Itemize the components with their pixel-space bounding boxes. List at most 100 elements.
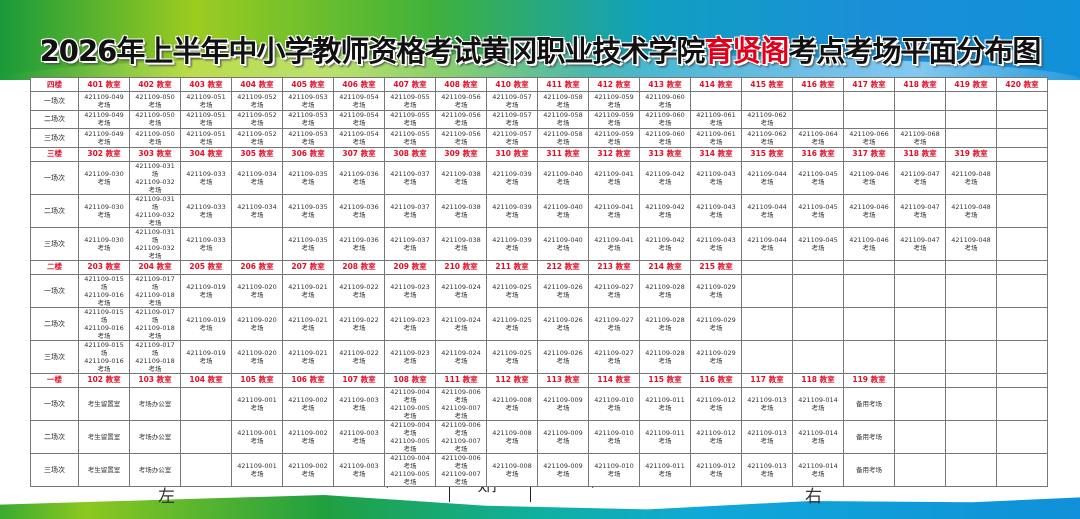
room-header: 410 教室 xyxy=(486,77,538,92)
exam-room-cell: 421109-060 考场 xyxy=(639,109,691,129)
exam-room-cell: 421109-001 考场 xyxy=(231,386,283,421)
session-row: 二场次 421109-049 考场 421109-050 考场 421109-051 … xyxy=(30,109,1048,129)
exam-room-cell: 421109-041 考场 xyxy=(588,160,640,195)
main-gate-label: 大门 xyxy=(478,484,497,494)
exam-room-cell: 421109-068 考场 xyxy=(894,128,946,148)
room-header: 303 教室 xyxy=(129,146,181,162)
exam-room-cell: 421109-019 考场 xyxy=(180,339,232,374)
floor-header-row: 三楼 302 教室 303 教室 304 教室 305 教室 306 教室 307 教室 30… xyxy=(30,146,1048,162)
exam-room-cell xyxy=(996,386,1048,421)
session-label: 一场次 xyxy=(30,160,79,195)
exam-room-cell: 421109-026 考场 xyxy=(537,339,589,374)
room-header: 311 教室 xyxy=(537,146,589,162)
exam-room-cell: 421109-011 考场 xyxy=(639,452,691,487)
exam-room-cell: 421109-044 考场 xyxy=(741,160,793,195)
exam-room-cell: 421109-025 考场 xyxy=(486,339,538,374)
exam-room-cell: 421109-054 考场 xyxy=(333,109,385,129)
room-header xyxy=(741,259,793,275)
session-label: 二场次 xyxy=(30,306,79,341)
room-header xyxy=(792,259,844,275)
exam-room-cell: 421109-012 考场 xyxy=(690,419,742,454)
exam-room-cell: 421109-039 考场 xyxy=(486,160,538,195)
session-row: 一场次 421109-015 场 421109-016 考场 421109-017 … xyxy=(30,273,1048,308)
room-header: 108 教室 xyxy=(384,372,436,388)
room-header: 310 教室 xyxy=(486,146,538,162)
exam-room-cell: 421109-035 考场 xyxy=(282,193,334,228)
exam-room-cell xyxy=(945,452,997,487)
exam-room-cell xyxy=(996,193,1048,228)
exam-room-cell: 421109-026 考场 xyxy=(537,273,589,308)
room-header: 104 教室 xyxy=(180,372,232,388)
exam-room-cell: 421109-045 考场 xyxy=(792,226,844,261)
exam-room-cell xyxy=(180,452,232,487)
exam-room-cell: 421109-022 考场 xyxy=(333,339,385,374)
exam-room-cell xyxy=(894,109,946,129)
room-header: 212 教室 xyxy=(537,259,589,275)
exam-room-cell: 421109-056 考场 xyxy=(435,109,487,129)
room-header: 413 教室 xyxy=(639,77,691,92)
exam-room-cell: 421109-034 考场 xyxy=(231,193,283,228)
exam-room-cell xyxy=(945,91,997,111)
arrow-right-icon xyxy=(530,482,597,502)
exam-room-cell: 421109-006 考场 421109-007 考场 xyxy=(435,419,487,454)
exam-room-cell: 421109-002 考场 xyxy=(282,386,334,421)
exam-room-cell xyxy=(945,339,997,374)
exam-room-cell: 421109-002 考场 xyxy=(282,419,334,454)
exam-room-cell: 421109-003 考场 xyxy=(333,419,385,454)
exam-room-cell: 421109-023 考场 xyxy=(384,339,436,374)
exam-room-cell: 考生留置室 xyxy=(78,452,130,487)
exam-room-cell: 421109-001 考场 xyxy=(231,419,283,454)
exam-room-cell: 421109-045 考场 xyxy=(792,193,844,228)
room-header: 206 教室 xyxy=(231,259,283,275)
exam-room-cell xyxy=(690,91,742,111)
room-header: 214 教室 xyxy=(639,259,691,275)
room-header: 105 教室 xyxy=(231,372,283,388)
session-label: 一场次 xyxy=(30,386,79,421)
exam-room-cell: 备用考场 xyxy=(843,452,895,487)
exam-room-cell: 421109-008 考场 xyxy=(486,419,538,454)
exam-room-cell: 421109-015 场 421109-016 考场 xyxy=(78,306,130,341)
exam-room-cell xyxy=(996,91,1048,111)
page-title: 2026年上半年中小学教师资格考试黄冈职业技术学院育贤阁考点考场平面分布图 xyxy=(0,28,1080,70)
exam-room-cell: 421109-022 考场 xyxy=(333,306,385,341)
exam-room-cell xyxy=(792,109,844,129)
exam-room-cell: 421109-061 考场 xyxy=(690,109,742,129)
exam-room-cell: 421109-010 考场 xyxy=(588,419,640,454)
session-row: 一场次 421109-030 考场 421109-031 场 421109-032 … xyxy=(30,160,1048,195)
exam-room-cell: 421109-029 考场 xyxy=(690,273,742,308)
exam-room-cell: 421109-040 考场 xyxy=(537,193,589,228)
floor-label: 一楼 xyxy=(30,372,79,388)
room-header: 112 教室 xyxy=(486,372,538,388)
exam-room-cell: 421109-028 考场 xyxy=(639,273,691,308)
exam-room-cell: 421109-051 考场 xyxy=(180,91,232,111)
exam-room-cell: 421109-042 考场 xyxy=(639,193,691,228)
floor-label: 二楼 xyxy=(30,259,79,275)
exam-room-cell: 421109-013 考场 xyxy=(741,452,793,487)
room-header: 309 教室 xyxy=(435,146,487,162)
exam-room-cell xyxy=(945,109,997,129)
session-row: 一场次 考生留置室 考场办公室 421109-001 考场 421109-002 考场 4… xyxy=(30,386,1048,421)
room-header: 211 教室 xyxy=(486,259,538,275)
exam-room-cell xyxy=(894,306,946,341)
exam-room-cell: 421109-009 考场 xyxy=(537,419,589,454)
room-header: 318 教室 xyxy=(894,146,946,162)
exam-room-cell: 421109-036 考场 xyxy=(333,226,385,261)
exam-room-cell: 421109-045 考场 xyxy=(792,160,844,195)
room-header: 213 教室 xyxy=(588,259,640,275)
exam-room-cell: 421109-038 考场 xyxy=(435,193,487,228)
exam-room-cell: 421109-004 考场 421109-005 考场 xyxy=(384,419,436,454)
session-label: 三场次 xyxy=(30,226,79,261)
exam-room-cell: 421109-055 考场 xyxy=(384,91,436,111)
exam-room-cell: 421109-004 考场 421109-005 考场 xyxy=(384,386,436,421)
room-header: 406 教室 xyxy=(333,77,385,92)
session-row: 二场次 考生留置室 考场办公室 421109-001 考场 421109-002 考场 4… xyxy=(30,419,1048,454)
exam-room-cell: 421109-061 考场 xyxy=(690,128,742,148)
floor-header-row: 二楼 203 教室 204 教室 205 教室 206 教室 207 教室 208 教室 20… xyxy=(30,259,1048,275)
title-highlight: 育贤阁 xyxy=(704,34,789,68)
exam-room-cell: 421109-060 考场 xyxy=(639,128,691,148)
exam-room-cell: 421109-054 考场 xyxy=(333,128,385,148)
exam-room-cell: 421109-043 考场 xyxy=(690,193,742,228)
room-header: 107 教室 xyxy=(333,372,385,388)
exam-room-cell: 421109-034 考场 xyxy=(231,160,283,195)
exam-room-cell: 421109-021 考场 xyxy=(282,339,334,374)
